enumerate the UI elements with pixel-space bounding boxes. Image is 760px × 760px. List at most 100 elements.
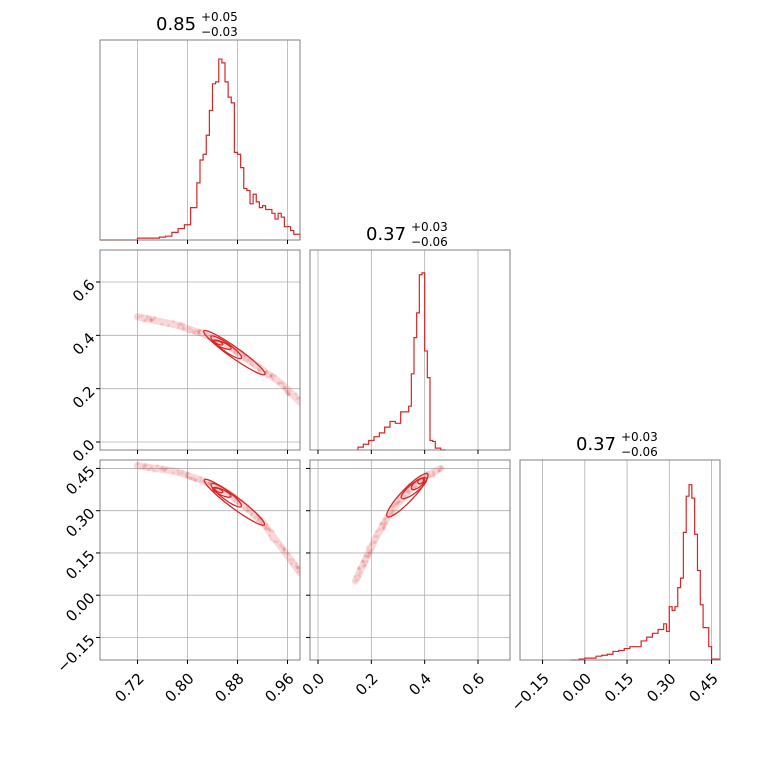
scatter-point xyxy=(268,529,272,533)
x-tick-label: 0.6 xyxy=(459,670,489,700)
scatter-point xyxy=(189,476,193,480)
scatter-point xyxy=(249,362,253,366)
scatter-point xyxy=(145,316,149,321)
title-value: 0.37 xyxy=(576,434,616,455)
panel-frame xyxy=(99,39,301,241)
scatter-point xyxy=(250,513,254,517)
scatter-point xyxy=(265,370,269,374)
scatter-point xyxy=(193,479,197,483)
scatter-point xyxy=(245,359,250,363)
x-tick-label: 0.15 xyxy=(601,670,637,706)
scatter-point xyxy=(184,474,189,478)
scatter-point xyxy=(185,474,189,478)
scatter-point xyxy=(181,327,185,331)
scatter-point xyxy=(259,519,263,523)
scatter-point xyxy=(191,476,195,481)
scatter-point xyxy=(282,549,286,553)
scatter-point xyxy=(195,478,199,482)
panel-title-2: 0.37 +0.03−0.06 xyxy=(576,430,658,459)
scatter-point xyxy=(191,331,196,335)
title-minus: −0.03 xyxy=(201,25,238,39)
scatter-point xyxy=(407,490,411,494)
x-tick-label: 0.00 xyxy=(559,670,595,706)
hist-panel-2: −0.15 0.00 0.15 0.30 0.45 xyxy=(508,459,722,715)
scatter-point xyxy=(258,520,263,524)
scatter-point xyxy=(198,328,202,333)
joint-layer xyxy=(351,464,445,585)
scatter-point xyxy=(397,500,401,504)
scatter-point xyxy=(379,521,383,526)
scatter-point xyxy=(283,385,287,389)
scatter-point xyxy=(353,579,357,583)
scatter-point xyxy=(247,508,251,512)
scatter-point xyxy=(152,317,156,321)
scatter-point xyxy=(196,329,200,333)
x-tick-label: 0.2 xyxy=(352,670,382,700)
scatter-point xyxy=(294,392,298,396)
scatter-point xyxy=(369,548,374,552)
scatter-point xyxy=(207,481,212,485)
scatter-point xyxy=(358,575,362,579)
scatter-point xyxy=(391,505,395,509)
scatter-point xyxy=(407,488,411,492)
scatter-point xyxy=(140,314,144,318)
scatter-point xyxy=(295,561,299,566)
scatter-point xyxy=(267,534,272,538)
contour-level-2 xyxy=(400,476,428,500)
scatter-point xyxy=(246,357,250,361)
scatter-point xyxy=(379,522,383,526)
scatter-point xyxy=(431,475,436,479)
scatter-point xyxy=(234,353,239,357)
scatter-point xyxy=(278,543,283,547)
title-value: 0.37 xyxy=(366,224,406,245)
scatter-point xyxy=(287,389,291,393)
scatter-point xyxy=(143,463,147,467)
scatter-point xyxy=(286,552,290,556)
scatter-point xyxy=(265,523,269,527)
scatter-point xyxy=(177,322,181,327)
scatter-point xyxy=(389,512,393,516)
scatter-point xyxy=(368,551,372,555)
scatter-point xyxy=(361,564,366,568)
title-plus: +0.05 xyxy=(201,10,238,24)
scatter-point xyxy=(179,321,183,325)
scatter-point xyxy=(281,382,285,386)
scatter-point xyxy=(363,563,367,567)
scatter-point xyxy=(249,360,253,364)
contour-level-3 xyxy=(203,478,266,526)
scatter-point xyxy=(242,353,246,358)
scatter-point xyxy=(383,522,387,526)
scatter-point xyxy=(294,564,298,568)
y-tick-label: 0.15 xyxy=(62,547,98,583)
scatter-point xyxy=(371,540,376,544)
scatter-point xyxy=(390,511,394,515)
scatter-point xyxy=(271,529,275,533)
scatter-point xyxy=(180,472,184,476)
scatter-point xyxy=(401,500,405,504)
scatter-point xyxy=(236,501,240,505)
scatter-point xyxy=(144,464,148,468)
y-tick-label: 0.0 xyxy=(69,436,99,466)
scatter-points xyxy=(137,314,300,406)
scatter-point xyxy=(366,548,370,552)
scatter-point xyxy=(161,465,165,469)
y-tick-label: 0.45 xyxy=(62,462,98,498)
panel-title-0: 0.85 +0.05−0.03 xyxy=(156,10,238,39)
scatter-point xyxy=(403,494,407,499)
scatter-point xyxy=(197,331,201,335)
scatter-point xyxy=(207,482,212,486)
scatter-point xyxy=(366,551,371,556)
scatter-point xyxy=(284,390,288,394)
x-tick-label: 0.4 xyxy=(405,670,435,700)
scatter-point xyxy=(232,499,236,503)
scatter-point xyxy=(285,392,289,396)
scatter-point xyxy=(378,527,382,532)
scatter-point xyxy=(244,506,249,510)
scatter-point xyxy=(273,373,277,378)
density-band xyxy=(134,462,300,577)
scatter-point xyxy=(245,509,249,513)
joint-layer xyxy=(134,313,300,406)
hist-panel-1 xyxy=(309,249,511,454)
scatter-point xyxy=(137,315,141,319)
scatter-point xyxy=(272,539,276,544)
